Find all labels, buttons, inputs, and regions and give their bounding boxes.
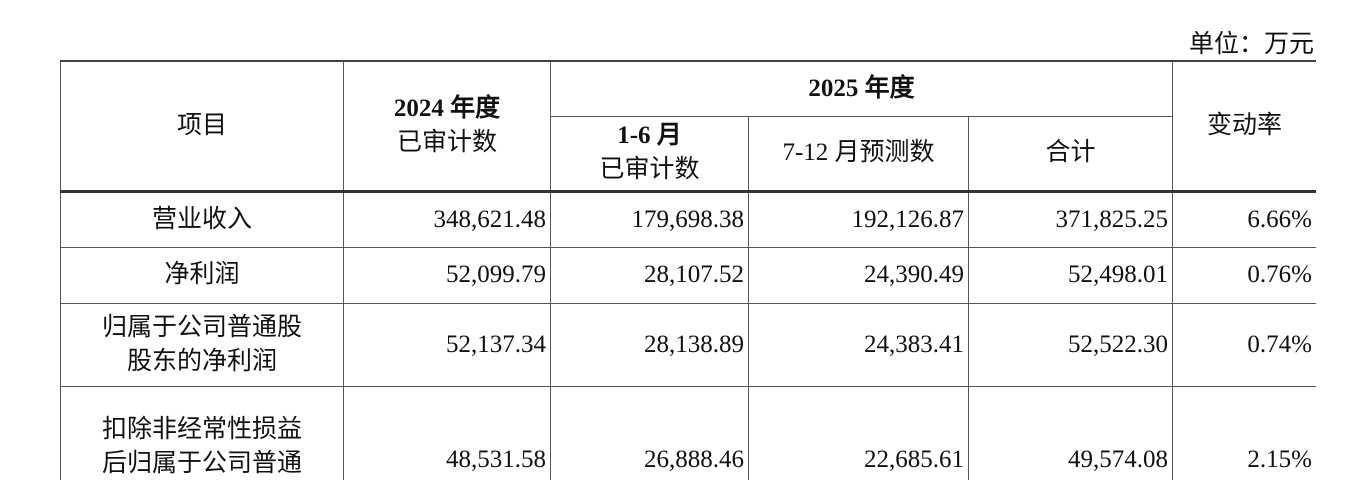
header-total: 合计 xyxy=(968,115,1173,193)
row-label: 营业收入 xyxy=(60,190,344,248)
cell-h1: 28,138.89 xyxy=(550,302,749,387)
header-item: 项目 xyxy=(60,60,344,193)
header-h2: 7-12 月预测数 xyxy=(748,115,969,193)
cell-h1: 179,698.38 xyxy=(550,190,749,248)
cell-total: 52,498.01 xyxy=(968,246,1173,304)
table-row: 营业收入 348,621.48 179,698.38 192,126.87 37… xyxy=(60,190,1316,248)
table-row: 扣除非经常性损益 后归属于公司普通 48,531.58 26,888.46 22,… xyxy=(60,385,1316,480)
cell-2024: 52,099.79 xyxy=(343,246,551,304)
financial-forecast-table: 项目 2024 年度 已审计数 2025 年度 变动率 1-6 月已审计数 7-1… xyxy=(60,60,1316,480)
cell-change: 2.15% xyxy=(1172,385,1316,480)
cell-change: 6.66% xyxy=(1172,190,1316,248)
row-label: 扣除非经常性损益 后归属于公司普通 xyxy=(60,385,344,480)
table-row: 净利润 52,099.79 28,107.52 24,390.49 52,498… xyxy=(60,246,1316,304)
table-row: 归属于公司普通股 股东的净利润 52,137.34 28,138.89 24,38… xyxy=(60,302,1316,387)
cell-change: 0.76% xyxy=(1172,246,1316,304)
header-change: 变动率 xyxy=(1172,60,1316,193)
cell-h2: 192,126.87 xyxy=(748,190,969,248)
cell-h2: 24,383.41 xyxy=(748,302,969,387)
cell-total: 52,522.30 xyxy=(968,302,1173,387)
row-label: 归属于公司普通股 股东的净利润 xyxy=(60,302,344,387)
row-label: 净利润 xyxy=(60,246,344,304)
cell-h2: 22,685.61 xyxy=(748,385,969,480)
header-2025: 2025 年度 xyxy=(550,60,1173,117)
cell-h1: 28,107.52 xyxy=(550,246,749,304)
unit-label: 单位：万元 xyxy=(1188,31,1314,58)
cell-total: 371,825.25 xyxy=(968,190,1173,248)
cell-h2: 24,390.49 xyxy=(748,246,969,304)
cell-2024: 48,531.58 xyxy=(343,385,551,480)
cell-2024: 348,621.48 xyxy=(343,190,551,248)
cell-2024: 52,137.34 xyxy=(343,302,551,387)
header-2024: 2024 年度 已审计数 xyxy=(343,60,551,193)
cell-total: 49,574.08 xyxy=(968,385,1173,480)
cell-h1: 26,888.46 xyxy=(550,385,749,480)
cell-change: 0.74% xyxy=(1172,302,1316,387)
header-h1: 1-6 月已审计数 xyxy=(550,115,749,193)
